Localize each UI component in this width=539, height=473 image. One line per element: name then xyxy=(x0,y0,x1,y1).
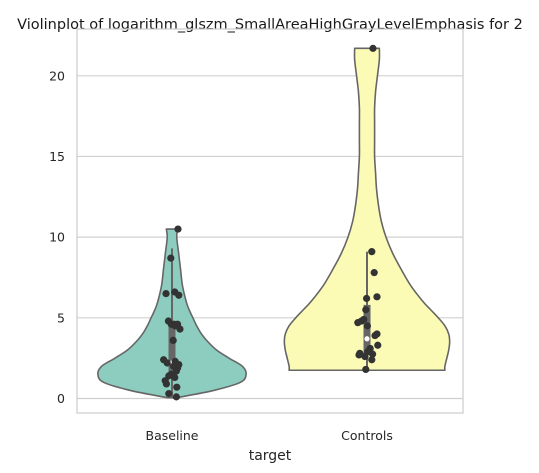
data-point xyxy=(371,331,379,340)
y-tick-labels: 0 5 10 15 20 xyxy=(49,68,65,406)
violin-controls xyxy=(283,44,451,374)
data-point xyxy=(357,317,366,325)
data-point xyxy=(373,293,381,301)
data-point xyxy=(368,356,376,364)
x-tick-labels: Baseline Controls xyxy=(146,428,393,443)
data-point xyxy=(172,393,180,401)
data-point xyxy=(370,269,378,277)
data-point xyxy=(169,336,177,344)
violin-body xyxy=(283,47,451,372)
data-point xyxy=(162,380,171,388)
data-point xyxy=(363,294,371,303)
violin-median xyxy=(364,336,370,342)
data-point xyxy=(374,341,382,349)
data-point xyxy=(368,248,376,256)
x-tick-label: Controls xyxy=(341,428,393,443)
data-point xyxy=(163,359,171,367)
x-axis-label: target xyxy=(249,448,292,464)
y-tick-label: 20 xyxy=(49,68,65,83)
data-point xyxy=(355,351,363,359)
y-tick-label: 10 xyxy=(49,230,65,245)
data-point xyxy=(369,44,377,52)
data-point xyxy=(362,365,370,374)
data-point xyxy=(174,225,182,233)
violin-baseline xyxy=(97,225,247,401)
y-tick-label: 0 xyxy=(57,391,65,406)
data-point xyxy=(368,350,377,358)
data-point xyxy=(363,322,371,330)
data-point xyxy=(175,291,183,299)
data-point xyxy=(173,383,181,391)
x-tick-label: Baseline xyxy=(146,428,199,443)
data-point xyxy=(361,352,369,361)
data-point xyxy=(171,373,179,382)
data-point xyxy=(362,306,370,314)
chart-title: Violinplot of logarithm_glszm_SmallAreaH… xyxy=(17,17,523,33)
data-point xyxy=(167,254,175,262)
data-point xyxy=(162,290,170,298)
data-point xyxy=(172,367,180,375)
violin-box xyxy=(168,324,176,378)
y-tick-label: 5 xyxy=(57,310,65,325)
plot-frame xyxy=(76,28,464,414)
violins xyxy=(97,44,451,401)
data-point xyxy=(176,325,184,333)
y-tick-label: 15 xyxy=(49,149,65,164)
data-point xyxy=(165,390,173,398)
